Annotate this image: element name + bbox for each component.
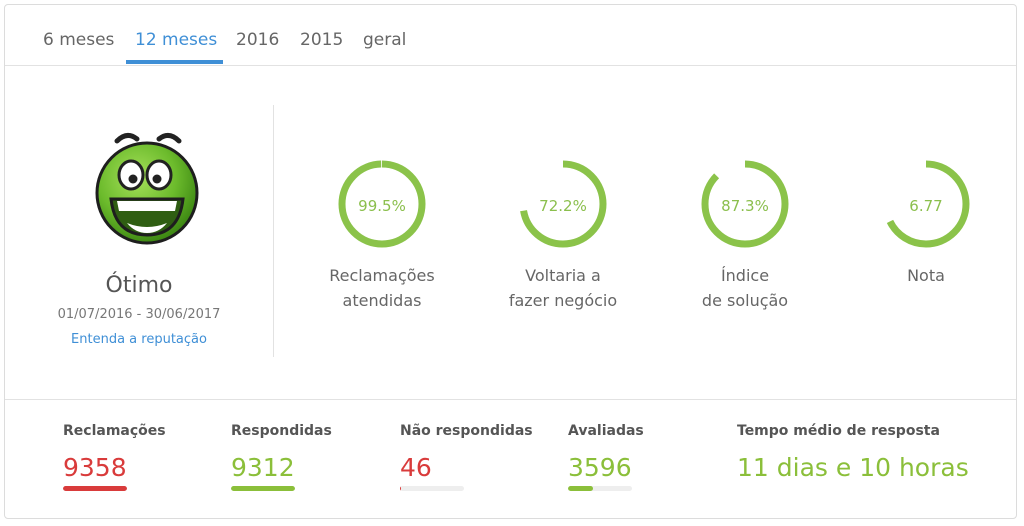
- stat-progress-bar: [231, 486, 295, 491]
- stat-reclamacoes: Reclamações 9358: [63, 423, 166, 491]
- gauge-ring: [338, 160, 426, 248]
- stat-progress-bar: [63, 486, 127, 491]
- gauge-label: Reclamações atendidas: [329, 266, 435, 310]
- stat-label: Não respondidas: [400, 423, 533, 439]
- tab-2015[interactable]: 2015: [300, 30, 344, 50]
- tab-geral[interactable]: geral: [363, 30, 407, 50]
- stat-value: 9312: [231, 453, 295, 482]
- happy-face-icon: [95, 133, 199, 245]
- gauge-arc: [701, 160, 789, 248]
- tab-12-meses[interactable]: 12 meses: [135, 30, 218, 50]
- stat-progress-bar: [400, 486, 464, 491]
- stat-tempo-medio-resposta: Tempo médio de resposta 11 dias e 10 hor…: [737, 423, 969, 482]
- stat-progress-fill: [568, 486, 593, 491]
- stat-label: Avaliadas: [568, 423, 644, 439]
- tab-6-meses[interactable]: 6 meses: [43, 30, 115, 50]
- reputation-summary: Ótimo 01/07/2016 - 30/06/2017 Entenda a …: [5, 105, 274, 357]
- gauge-nota: 6.77 Nota: [836, 159, 1016, 285]
- response-time-value: 11 dias e 10 horas: [737, 453, 969, 482]
- reputation-card: 6 meses 12 meses 2016 2015 geral: [4, 4, 1017, 519]
- stat-value: 9358: [63, 453, 127, 482]
- gauge-label: Voltaria a fazer negócio: [508, 266, 618, 310]
- gauge-voltaria-a-fazer-negocio: 72.2% Voltaria a fazer negócio: [473, 159, 653, 310]
- gauge-value: 99.5%: [358, 197, 406, 215]
- section-divider: [5, 399, 1016, 400]
- gauge-ring: [519, 160, 607, 248]
- reputation-period: 01/07/2016 - 30/06/2017: [57, 307, 221, 322]
- gauge-value: 72.2%: [539, 197, 587, 215]
- gauge-label: Nota: [907, 266, 945, 285]
- gauge-ring: [701, 160, 789, 248]
- gauge-indice-de-solucao: 87.3% Índice de solução: [655, 159, 835, 310]
- period-tabs: 6 meses 12 meses 2016 2015 geral: [5, 5, 1016, 66]
- stat-label: Respondidas: [231, 423, 332, 439]
- gauge-label: Índice de solução: [701, 266, 789, 310]
- stat-value: 3596: [568, 453, 632, 482]
- tab-2016[interactable]: 2016: [236, 30, 280, 50]
- gauge-reclamacoes-atendidas: 99.5% Reclamações atendidas: [292, 159, 472, 310]
- gauge-arc: [519, 160, 607, 248]
- reputation-label: Ótimo: [105, 273, 173, 298]
- stat-respondidas: Respondidas 9312: [231, 423, 332, 491]
- stat-progress-bar: [568, 486, 632, 491]
- gauge-arc: [338, 160, 426, 248]
- gauge-arc: [882, 160, 970, 248]
- stat-label: Reclamações: [63, 423, 166, 439]
- stat-label: Tempo médio de resposta: [737, 423, 940, 439]
- stat-progress-fill: [231, 486, 295, 491]
- stat-progress-fill: [63, 486, 127, 491]
- active-tab-indicator: [126, 60, 223, 64]
- stat-avaliadas: Avaliadas 3596: [568, 423, 644, 491]
- understand-reputation-link[interactable]: Entenda a reputação: [71, 332, 207, 347]
- gauge-ring: [882, 160, 970, 248]
- gauge-value: 6.77: [909, 197, 943, 215]
- gauge-value: 87.3%: [721, 197, 769, 215]
- stat-value: 46: [400, 453, 432, 482]
- stat-nao-respondidas: Não respondidas 46: [400, 423, 533, 491]
